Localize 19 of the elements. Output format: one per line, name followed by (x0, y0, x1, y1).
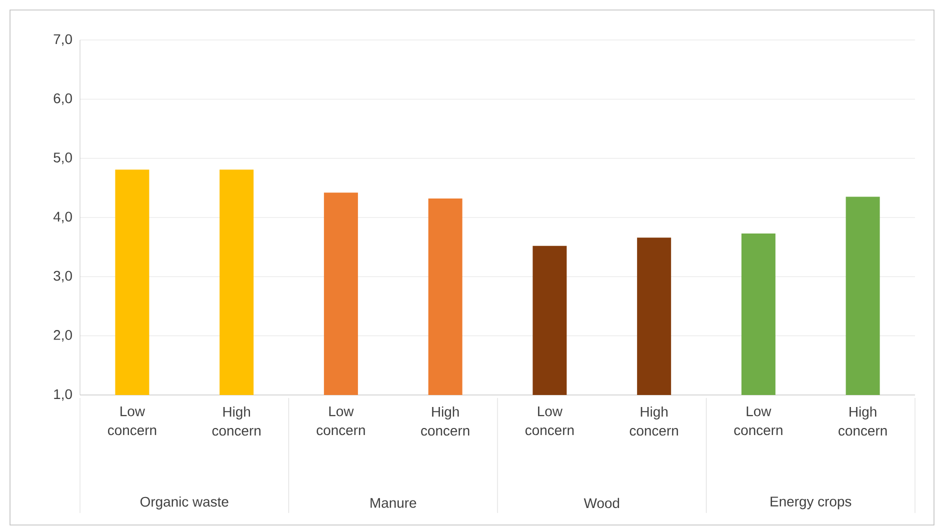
text: Organic waste (140, 496, 228, 510)
text: Energy crops (770, 496, 852, 510)
x-tick-label: Low concern (734, 406, 782, 436)
text: Manure (370, 498, 416, 508)
x-tick-label: High concern (838, 406, 887, 436)
x-tick-label: Low concern (316, 406, 365, 436)
y-tick-label: 3,0 (54, 270, 72, 282)
x-tick-label: Low concern (525, 406, 574, 436)
x-tick-label: High concern (421, 406, 470, 436)
y-tick-label: 4,0 (53, 212, 72, 224)
text: Wood (584, 498, 620, 508)
x-tick-label: High concern (212, 406, 260, 436)
x-tick-label: Low concern (108, 406, 156, 436)
x-tick-label: High concern (630, 406, 678, 436)
y-tick-label: 6,0 (54, 93, 72, 105)
y-tick-label: 5,0 (54, 152, 72, 164)
y-tick-label: 1,0 (54, 389, 72, 401)
y-tick-label: 2,0 (54, 330, 72, 342)
y-tick-label: 7,0 (54, 34, 72, 46)
